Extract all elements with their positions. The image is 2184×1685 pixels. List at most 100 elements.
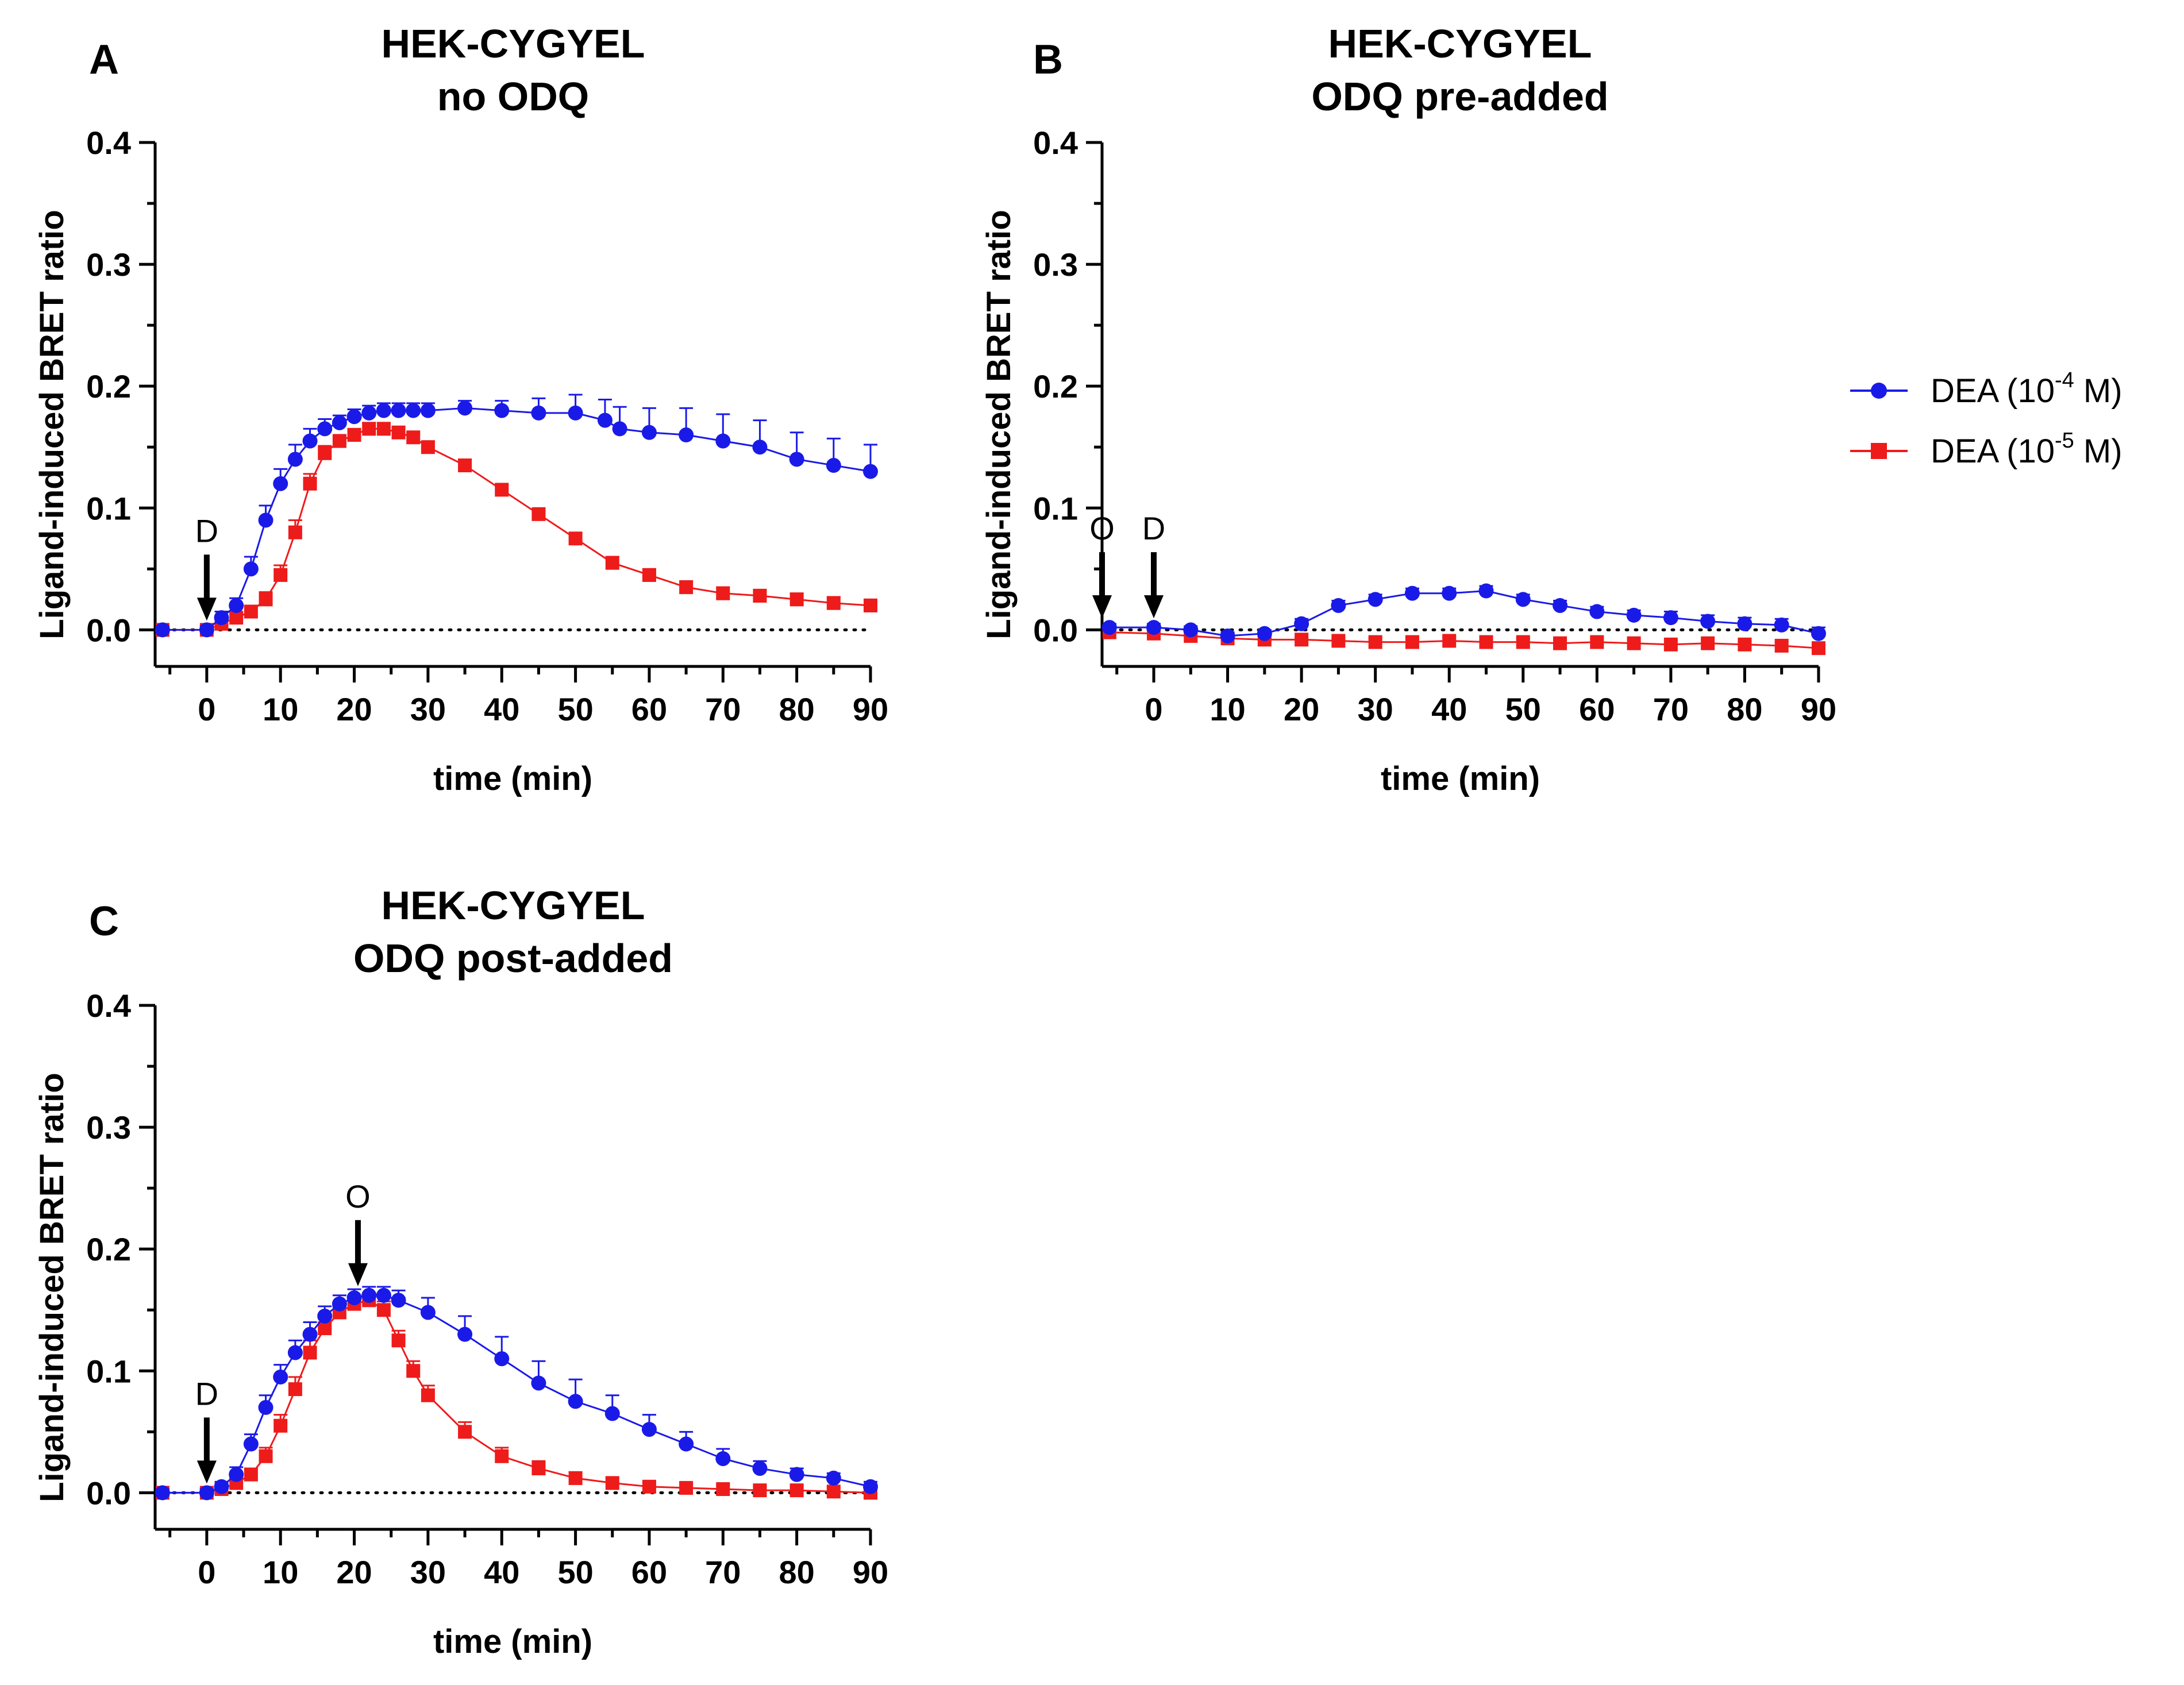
- legend-marker-circle-icon: [1871, 383, 1887, 399]
- arrow-head-icon: [1092, 595, 1112, 619]
- data-point: [332, 415, 347, 430]
- y-axis-label: Ligand-induced BRET ratio: [33, 1073, 71, 1502]
- data-point: [391, 425, 406, 439]
- data-point: [1516, 635, 1530, 649]
- y-tick-label: 0.0: [1033, 612, 1078, 648]
- series-dea-1e-5: [1102, 625, 1825, 656]
- legend-label-prefix: DEA (10: [1931, 433, 2055, 470]
- x-tick-label: 90: [1801, 691, 1836, 727]
- data-point: [458, 1425, 472, 1439]
- data-point: [420, 403, 436, 418]
- x-tick-label: 40: [1431, 691, 1467, 727]
- data-point: [863, 464, 878, 479]
- data-point: [302, 1327, 318, 1342]
- data-point: [568, 531, 583, 546]
- data-point: [258, 1399, 274, 1415]
- data-point: [641, 1422, 657, 1437]
- data-point: [376, 1287, 391, 1303]
- data-point: [531, 507, 546, 521]
- data-point: [642, 568, 656, 582]
- data-point: [605, 1476, 619, 1490]
- data-point: [1331, 634, 1346, 648]
- series-dea-1e-4: [1101, 583, 1826, 643]
- data-point: [287, 1345, 303, 1360]
- y-tick-label: 0.4: [86, 988, 131, 1024]
- data-point: [1701, 636, 1715, 650]
- legend-item: DEA (10-4 M): [1850, 368, 2123, 410]
- chart-title-line: HEK-CYGYEL: [1328, 21, 1592, 66]
- data-point: [1590, 635, 1604, 649]
- data-point: [1479, 635, 1493, 649]
- y-tick-label: 0.3: [86, 1109, 131, 1146]
- data-point: [1294, 616, 1309, 631]
- legend-label: DEA (10-5 M): [1931, 429, 2123, 470]
- data-point: [597, 412, 613, 428]
- data-point: [303, 476, 317, 491]
- data-point: [273, 476, 288, 491]
- y-tick-label: 0.2: [86, 1231, 131, 1267]
- x-tick-label: 0: [198, 691, 215, 727]
- data-point: [361, 1287, 377, 1303]
- data-point: [274, 568, 288, 582]
- data-point: [1257, 626, 1272, 641]
- data-point: [391, 1293, 406, 1308]
- data-point: [332, 434, 346, 448]
- data-point: [1404, 585, 1420, 601]
- x-tick-label: 80: [779, 691, 815, 727]
- data-point: [259, 1449, 273, 1463]
- data-point: [155, 1485, 170, 1501]
- data-point: [568, 405, 583, 421]
- panel-letter: C: [89, 899, 119, 944]
- data-point: [1101, 620, 1117, 635]
- series-dea-1e-4: [155, 394, 878, 638]
- data-point: [458, 458, 472, 473]
- legend-label-suffix: M): [2074, 372, 2123, 410]
- y-tick-label: 0.0: [86, 612, 131, 648]
- data-point: [531, 1375, 546, 1391]
- data-point: [421, 1388, 435, 1402]
- data-point: [199, 622, 214, 638]
- y-tick-label: 0.3: [86, 246, 131, 283]
- data-point: [347, 428, 361, 442]
- data-point: [605, 556, 619, 570]
- x-tick-label: 70: [705, 691, 741, 727]
- data-point: [1774, 617, 1789, 633]
- data-point: [789, 452, 804, 467]
- x-axis-label: time (min): [433, 760, 592, 797]
- data-point: [864, 598, 877, 612]
- x-tick-label: 40: [484, 691, 519, 727]
- data-point: [214, 1479, 229, 1494]
- series-dea-1e-5: [155, 422, 877, 637]
- data-point: [155, 622, 170, 638]
- x-tick-label: 0: [198, 1554, 215, 1590]
- x-tick-label: 70: [1653, 691, 1689, 727]
- x-tick-label: 10: [1210, 691, 1245, 727]
- data-point: [1737, 616, 1752, 631]
- data-point: [1811, 626, 1826, 641]
- x-tick-label: 10: [263, 1554, 298, 1590]
- series-dea-1e-4: [155, 1286, 878, 1501]
- data-point: [1295, 633, 1309, 647]
- data-point: [789, 1483, 804, 1498]
- data-point: [361, 405, 377, 421]
- data-point: [1589, 604, 1605, 619]
- x-tick-label: 20: [1284, 691, 1319, 727]
- x-tick-label: 20: [336, 1554, 372, 1590]
- y-tick-label: 0.2: [1033, 368, 1078, 404]
- data-point: [1700, 614, 1716, 629]
- x-tick-label: 40: [484, 1554, 519, 1590]
- chart-title-line: HEK-CYGYEL: [382, 883, 645, 928]
- data-point: [229, 611, 244, 625]
- data-point: [753, 588, 767, 603]
- x-tick-label: 70: [705, 1554, 741, 1590]
- data-point: [863, 1479, 878, 1494]
- data-point: [1515, 592, 1531, 607]
- data-point: [1368, 635, 1382, 649]
- data-point: [376, 1303, 391, 1317]
- chart-panel-b: B HEK-CYGYEL ODQ pre-added 0.0 0.1 0.2 0.3 0.4 0…: [980, 21, 1836, 797]
- data-point: [715, 433, 731, 449]
- x-tick-label: 90: [853, 691, 888, 727]
- x-axis-label: time (min): [433, 1623, 592, 1660]
- panel-letter: B: [1033, 37, 1063, 83]
- data-point: [1626, 607, 1642, 623]
